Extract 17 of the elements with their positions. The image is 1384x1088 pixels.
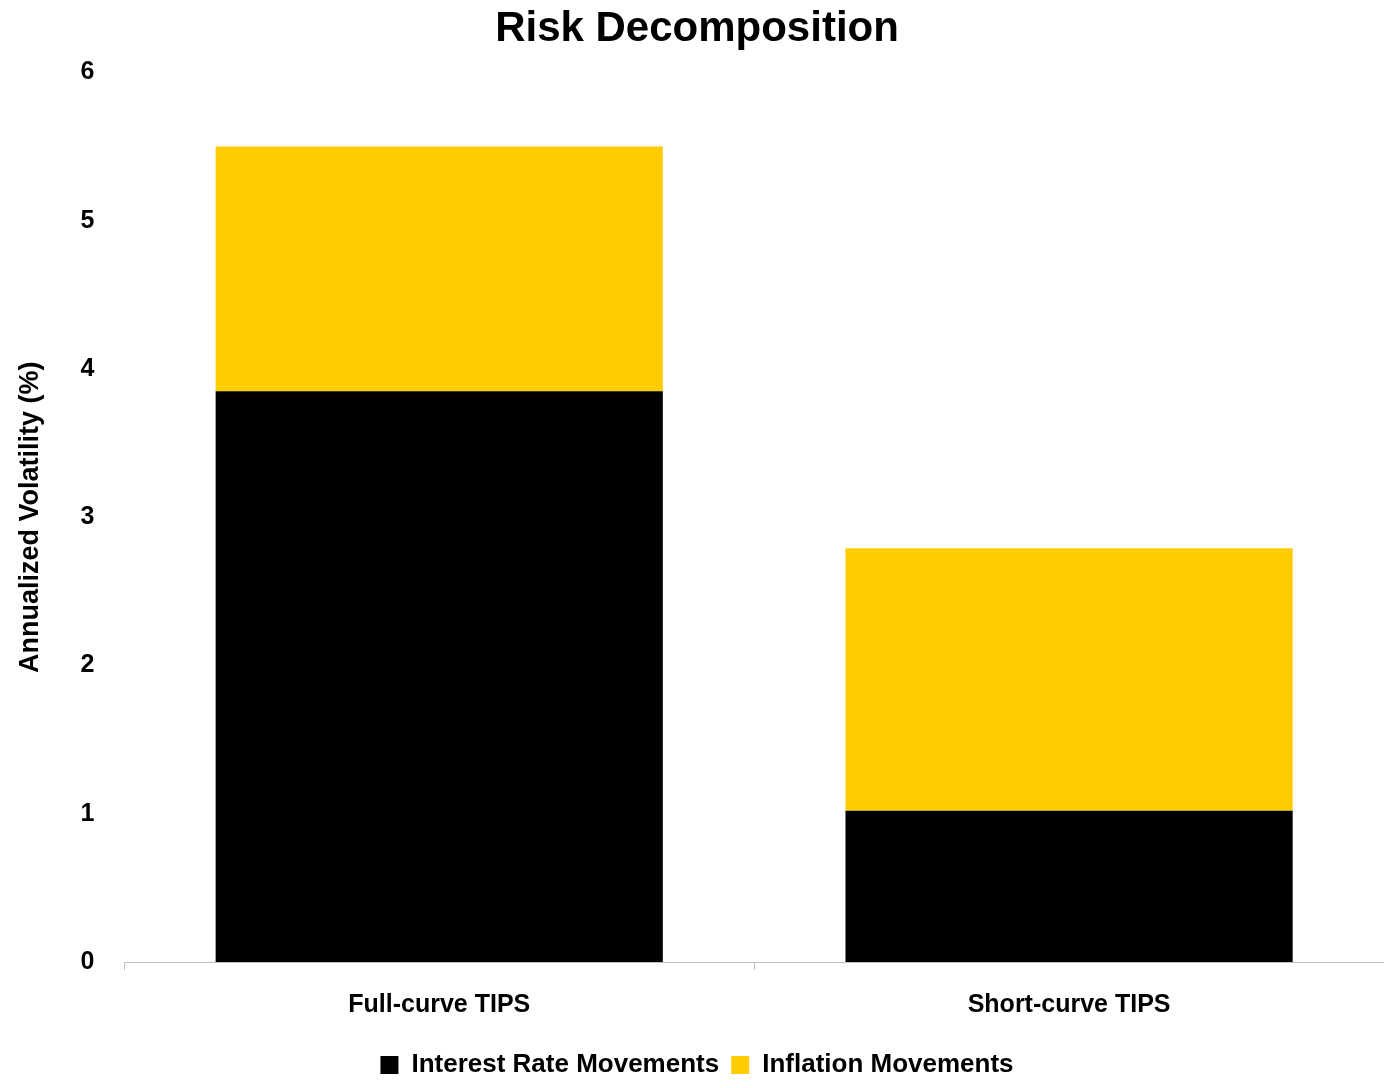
y-tick-label: 5 — [80, 204, 95, 233]
legend-label: Interest Rate Movements — [411, 1048, 720, 1079]
y-tick-label: 4 — [80, 352, 95, 381]
x-tick-label: Full-curve TIPS — [348, 988, 531, 1017]
bar — [215, 146, 663, 392]
y-tick-label: 0 — [80, 945, 95, 974]
y-axis-title: Annualized Volatility (%) — [13, 361, 44, 673]
x-tick-label: Short-curve TIPS — [967, 988, 1171, 1017]
y-tick-label: 6 — [80, 56, 95, 85]
bar — [215, 391, 663, 962]
y-tick-label: 1 — [80, 797, 95, 826]
y-tick-label: 3 — [80, 501, 95, 530]
bar — [845, 548, 1293, 811]
legend-label: Inflation Movements — [762, 1048, 1014, 1079]
y-tick-label: 2 — [80, 649, 95, 678]
chart-title: Risk Decomposition — [495, 2, 899, 50]
bar — [845, 810, 1293, 962]
